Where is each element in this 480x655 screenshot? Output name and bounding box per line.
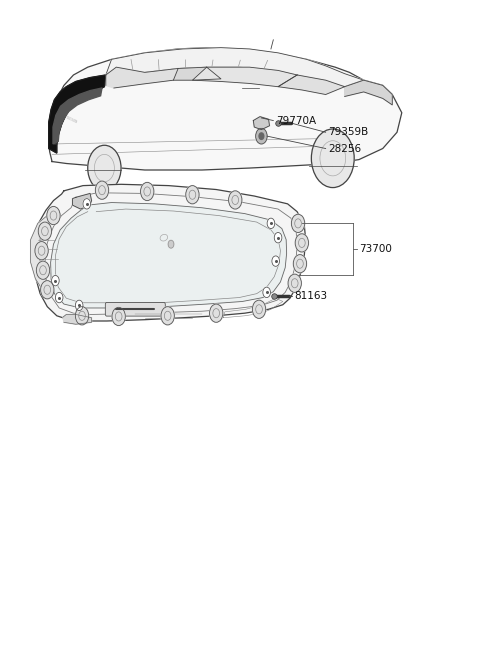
Polygon shape bbox=[345, 80, 392, 105]
Polygon shape bbox=[72, 193, 92, 209]
Text: 28256: 28256 bbox=[328, 143, 361, 153]
Circle shape bbox=[210, 304, 223, 322]
Polygon shape bbox=[50, 202, 287, 308]
Circle shape bbox=[267, 218, 275, 229]
Circle shape bbox=[186, 185, 199, 204]
Polygon shape bbox=[106, 48, 364, 86]
FancyBboxPatch shape bbox=[105, 303, 165, 316]
Circle shape bbox=[112, 307, 125, 326]
Circle shape bbox=[141, 182, 154, 200]
Circle shape bbox=[274, 233, 282, 243]
Circle shape bbox=[96, 181, 108, 199]
Circle shape bbox=[41, 280, 54, 299]
Circle shape bbox=[35, 242, 48, 260]
Polygon shape bbox=[253, 117, 269, 130]
Circle shape bbox=[83, 198, 91, 209]
Circle shape bbox=[228, 191, 242, 209]
Circle shape bbox=[161, 307, 174, 325]
Circle shape bbox=[88, 145, 121, 191]
Text: 73700: 73700 bbox=[359, 244, 392, 254]
Text: 81163: 81163 bbox=[295, 291, 328, 301]
Circle shape bbox=[51, 276, 59, 286]
Circle shape bbox=[288, 274, 301, 292]
Polygon shape bbox=[278, 75, 345, 94]
Circle shape bbox=[168, 240, 174, 248]
Circle shape bbox=[256, 128, 267, 144]
Text: 79770A: 79770A bbox=[276, 115, 316, 126]
Polygon shape bbox=[48, 48, 402, 170]
Circle shape bbox=[293, 255, 307, 273]
Circle shape bbox=[75, 307, 89, 325]
Circle shape bbox=[295, 234, 309, 252]
Circle shape bbox=[75, 300, 83, 310]
Circle shape bbox=[36, 261, 49, 279]
Circle shape bbox=[55, 292, 63, 303]
Polygon shape bbox=[33, 184, 306, 321]
Circle shape bbox=[312, 129, 354, 187]
Polygon shape bbox=[53, 88, 102, 144]
Polygon shape bbox=[48, 75, 106, 153]
Circle shape bbox=[272, 256, 279, 267]
Polygon shape bbox=[192, 67, 297, 86]
Circle shape bbox=[38, 222, 51, 240]
Polygon shape bbox=[63, 314, 92, 324]
Circle shape bbox=[252, 300, 266, 318]
Text: TUCSON: TUCSON bbox=[65, 115, 78, 124]
Polygon shape bbox=[173, 67, 221, 80]
Circle shape bbox=[263, 287, 270, 297]
Circle shape bbox=[291, 214, 305, 233]
Circle shape bbox=[259, 133, 264, 140]
Circle shape bbox=[47, 206, 60, 225]
Polygon shape bbox=[106, 67, 178, 88]
Text: 79359B: 79359B bbox=[328, 127, 368, 138]
Polygon shape bbox=[31, 215, 53, 293]
